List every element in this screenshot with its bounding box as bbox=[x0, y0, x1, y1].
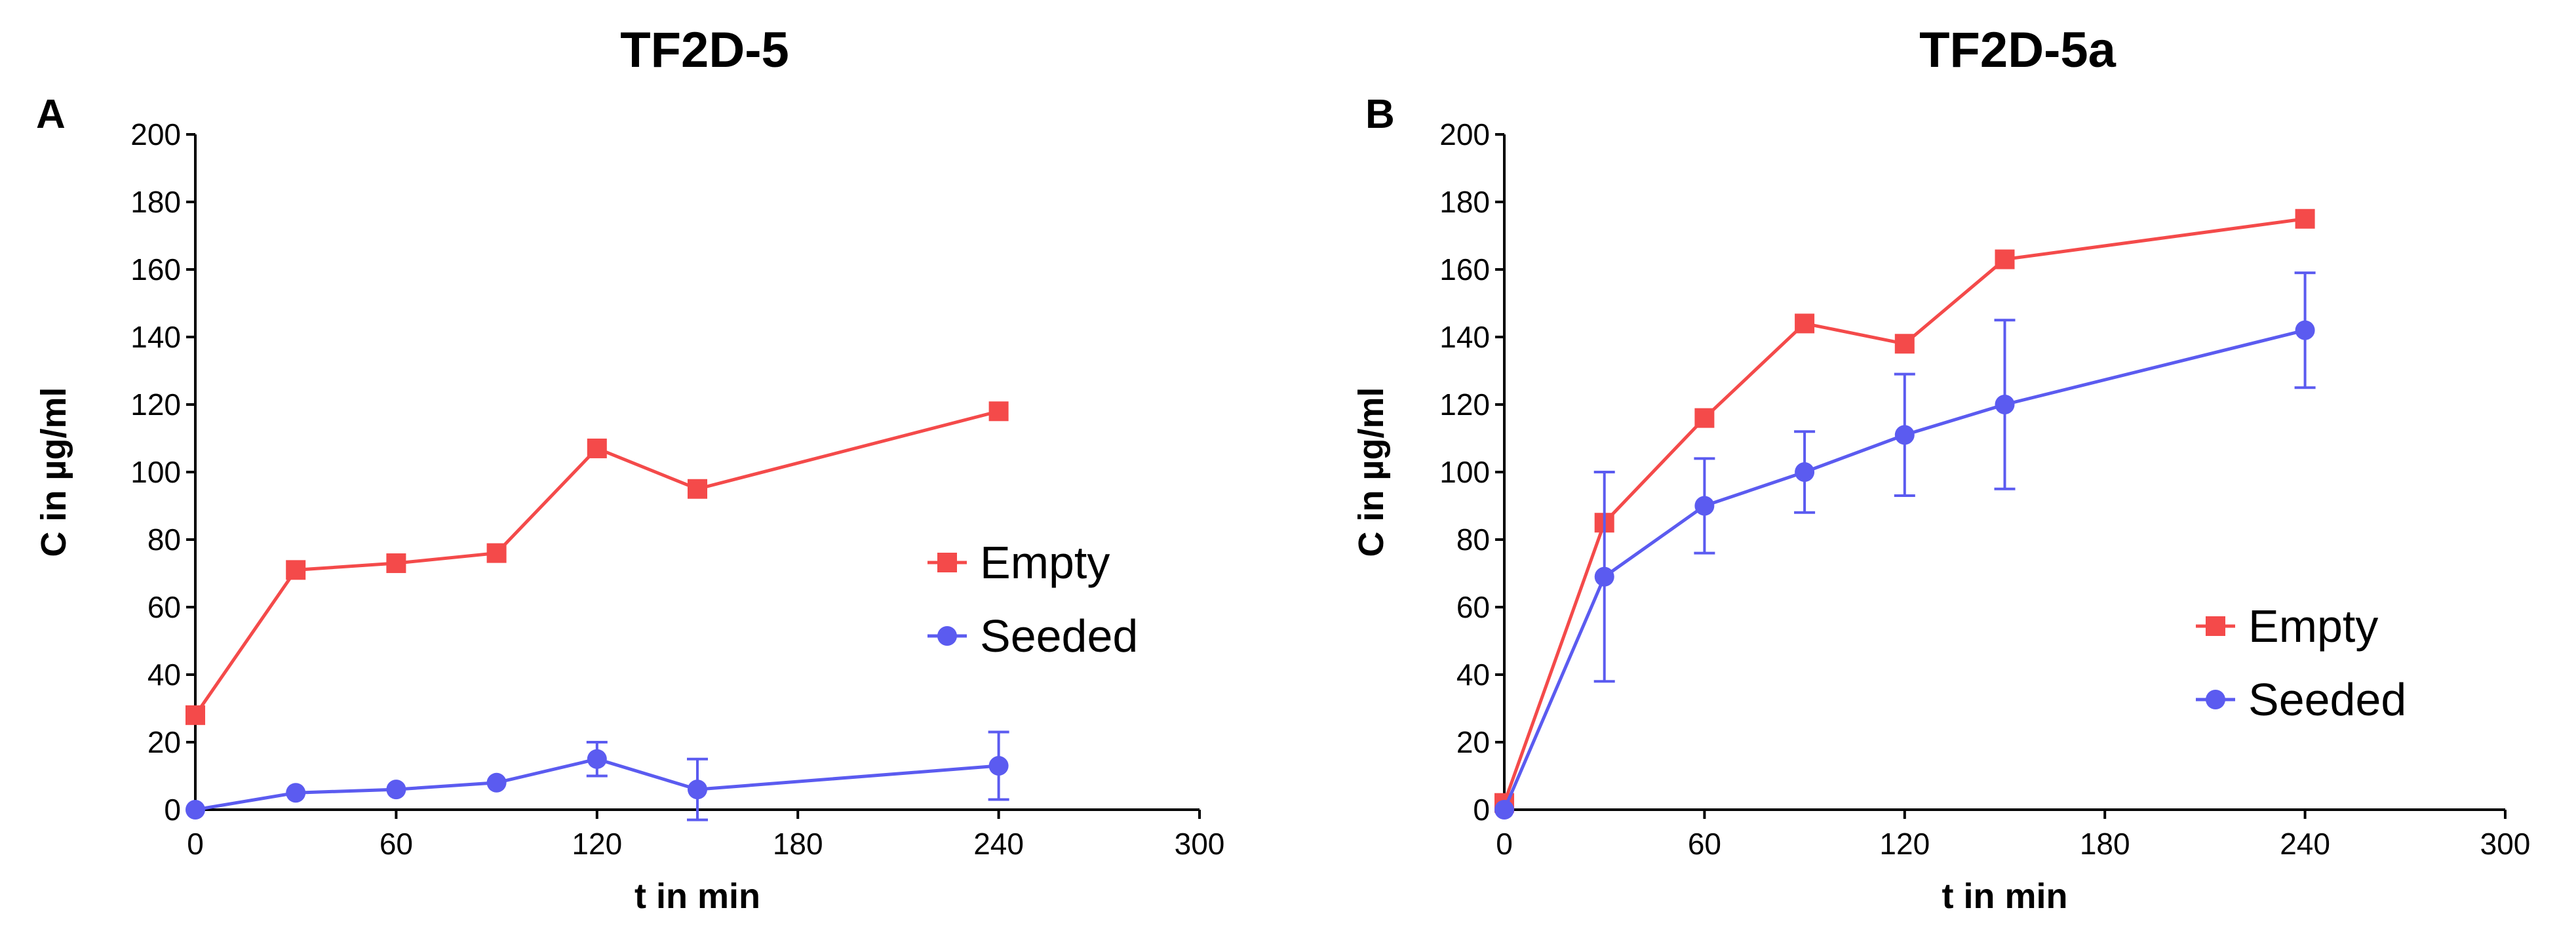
y-tick-label: 200 bbox=[1439, 117, 1490, 151]
legend-marker bbox=[937, 553, 957, 572]
y-tick-label: 80 bbox=[147, 523, 181, 557]
x-tick-label: 240 bbox=[973, 827, 1024, 861]
legend-label: Seeded bbox=[980, 610, 1138, 662]
y-tick-label: 0 bbox=[164, 793, 181, 827]
y-axis-label: C in µg/ml bbox=[1352, 387, 1391, 557]
data-point bbox=[1694, 408, 1715, 428]
data-point bbox=[486, 772, 507, 793]
series-line bbox=[1502, 217, 2305, 804]
data-point bbox=[2295, 320, 2315, 340]
series-empty bbox=[1494, 208, 2315, 813]
legend-entry: Seeded bbox=[927, 610, 1138, 662]
data-point bbox=[1694, 496, 1715, 516]
data-point bbox=[386, 553, 406, 574]
data-point bbox=[286, 783, 306, 803]
data-point bbox=[587, 749, 607, 769]
series-seeded bbox=[1494, 271, 2316, 820]
panel-label: A bbox=[36, 92, 66, 137]
legend-entry: Empty bbox=[927, 537, 1110, 588]
x-tick-label: 0 bbox=[1496, 827, 1513, 861]
chart-title: TF2D-5a bbox=[1919, 22, 2117, 78]
data-point bbox=[286, 560, 306, 580]
x-tick-label: 240 bbox=[2280, 827, 2330, 861]
data-point bbox=[386, 780, 406, 800]
x-tick-label: 120 bbox=[1879, 827, 1930, 861]
y-tick-label: 180 bbox=[130, 185, 181, 219]
panel-label: B bbox=[1365, 92, 1395, 137]
y-tick-label: 40 bbox=[1456, 658, 1490, 692]
y-tick-label: 120 bbox=[130, 387, 181, 422]
y-tick-label: 20 bbox=[1456, 725, 1490, 759]
data-point bbox=[1594, 566, 1614, 587]
y-tick-label: 160 bbox=[1439, 252, 1490, 287]
chart-panel-b: TF2D-5a B 0 20 40 60 80 100 120 140 160 180 200 0 60 12… bbox=[1352, 22, 2530, 916]
data-point bbox=[1494, 800, 1514, 820]
y-tick-label: 100 bbox=[1439, 455, 1490, 489]
y-tick-label: 80 bbox=[1456, 523, 1490, 557]
legend-label: Seeded bbox=[2248, 674, 2406, 725]
x-tick-label: 0 bbox=[187, 827, 204, 861]
data-point bbox=[1894, 334, 1915, 354]
y-axis-label: C in µg/ml bbox=[34, 387, 73, 557]
data-point bbox=[486, 543, 507, 563]
legend-marker bbox=[937, 626, 957, 646]
x-tick-label: 180 bbox=[2080, 827, 2130, 861]
y-tick-label: 20 bbox=[147, 725, 181, 759]
y-tick-label: 40 bbox=[147, 658, 181, 692]
legend-label: Empty bbox=[980, 537, 1110, 588]
y-tick-label: 120 bbox=[1439, 387, 1490, 422]
series-seeded bbox=[185, 730, 1009, 821]
legend-entry: Empty bbox=[2196, 601, 2378, 652]
data-point bbox=[1995, 395, 2015, 414]
data-point bbox=[2295, 208, 2315, 229]
y-tick-label: 0 bbox=[1473, 793, 1490, 827]
y-tick-label: 100 bbox=[130, 455, 181, 489]
data-point bbox=[587, 438, 607, 458]
data-point bbox=[185, 800, 205, 820]
data-point bbox=[688, 780, 707, 800]
x-tick-label: 300 bbox=[2480, 827, 2531, 861]
legend-marker bbox=[2206, 690, 2225, 709]
x-tick-label: 180 bbox=[773, 827, 823, 861]
y-tick-label: 180 bbox=[1439, 185, 1490, 219]
data-point bbox=[1995, 249, 2015, 269]
y-tick-label: 140 bbox=[1439, 320, 1490, 354]
y-tick-label: 140 bbox=[130, 320, 181, 354]
x-tick-label: 60 bbox=[380, 827, 413, 861]
x-axis-label: t in min bbox=[634, 877, 760, 916]
data-point bbox=[185, 705, 205, 725]
y-tick-label: 160 bbox=[130, 252, 181, 287]
x-axis-label: t in min bbox=[1942, 877, 2068, 916]
y-tick-label: 60 bbox=[1456, 590, 1490, 624]
data-point bbox=[1795, 462, 1815, 482]
chart-panel-a: TF2D-5 A 0 20 40 60 80 100 120 140 160 180 200 0 60 120… bbox=[34, 22, 1224, 916]
series-empty bbox=[185, 401, 1009, 725]
data-point bbox=[1795, 313, 1815, 334]
y-tick-label: 200 bbox=[130, 117, 181, 151]
x-tick-label: 120 bbox=[572, 827, 622, 861]
data-point bbox=[988, 401, 1009, 422]
legend-marker bbox=[2206, 616, 2225, 636]
data-point bbox=[1894, 425, 1915, 445]
legend-entry: Seeded bbox=[2196, 674, 2406, 725]
data-point bbox=[688, 479, 707, 499]
data-point bbox=[988, 756, 1009, 776]
legend-label: Empty bbox=[2248, 601, 2378, 652]
y-tick-label: 60 bbox=[147, 590, 181, 624]
x-tick-label: 300 bbox=[1175, 827, 1225, 861]
chart-title: TF2D-5 bbox=[620, 22, 789, 78]
x-tick-label: 60 bbox=[1688, 827, 1721, 861]
